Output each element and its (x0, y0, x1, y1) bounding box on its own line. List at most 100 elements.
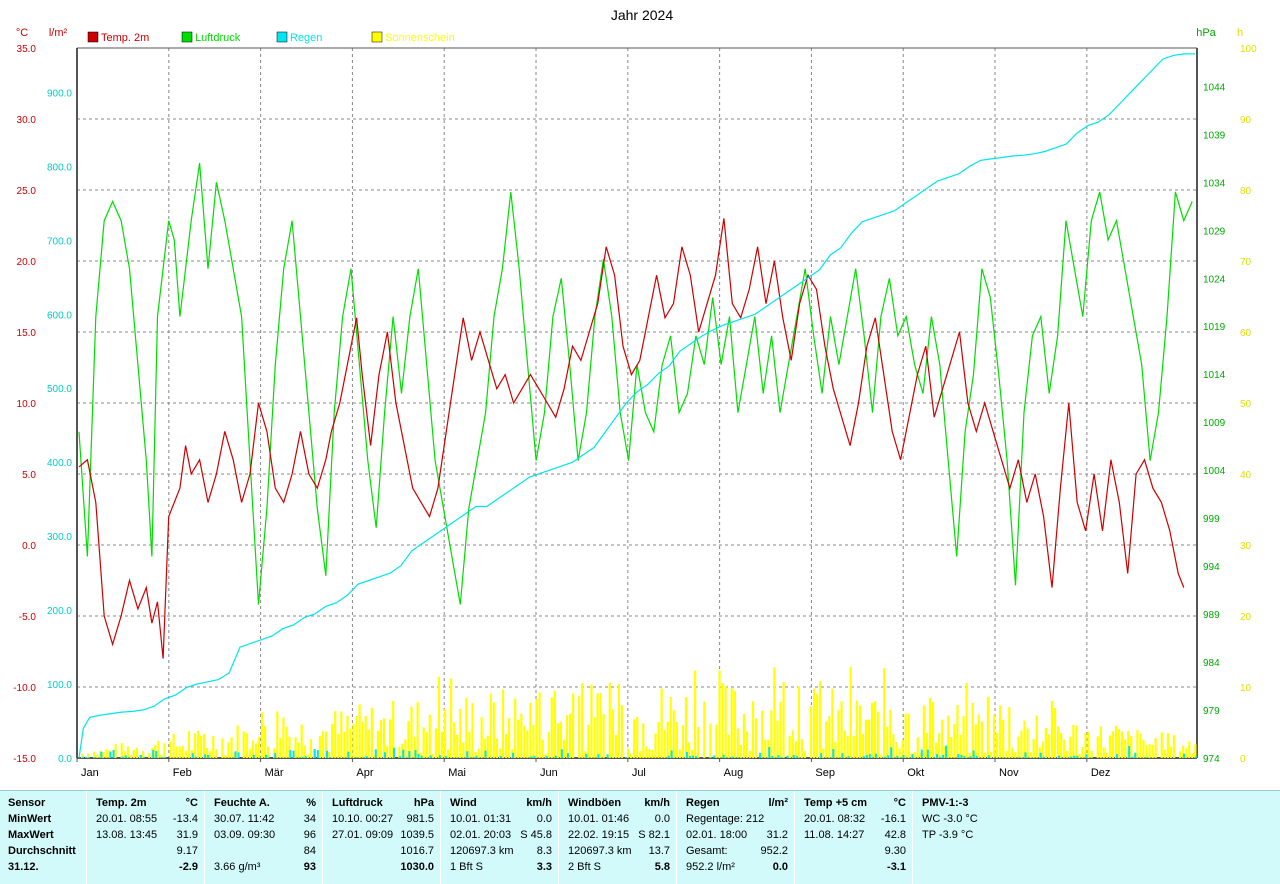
stats-row: Temp +5 cm°C (804, 795, 906, 811)
sun-bar (1088, 732, 1090, 758)
pressure-tick-label: 1019 (1203, 322, 1226, 333)
sun-bar (718, 671, 720, 758)
sun-bar (462, 742, 464, 758)
sun-bar (539, 692, 541, 758)
stats-label: 20.01. 08:55 (96, 811, 157, 827)
sun-bar (429, 715, 431, 758)
rain-bar (238, 752, 240, 758)
sun-bar (1072, 725, 1074, 758)
sun-bar (551, 697, 553, 758)
rain-bar (841, 753, 843, 758)
sun-bar (435, 729, 437, 758)
rain-bar (164, 757, 166, 758)
sun-bar (761, 711, 763, 758)
sun-bar (1084, 733, 1086, 758)
stats-label: 30.07. 11:42 (214, 811, 274, 827)
rain-bar (100, 752, 102, 758)
rain-bar (890, 747, 892, 758)
rain-bar (1131, 757, 1133, 758)
temp-tick-label: -5.0 (19, 612, 37, 623)
sun-bar (947, 716, 949, 758)
rain-bar (1070, 757, 1072, 758)
sun-bar (1036, 716, 1038, 758)
sun-bar (282, 718, 284, 758)
rain-bar (1134, 753, 1136, 758)
stats-value: -16.1 (881, 811, 906, 827)
sun-bar (301, 725, 303, 758)
sun-bar (596, 693, 598, 758)
rain-bar (1128, 746, 1130, 758)
stats-value: 34 (304, 811, 316, 827)
sun-bar (609, 683, 611, 758)
sun-bar (365, 716, 367, 758)
rain-bar (421, 756, 423, 758)
pressure-tick-label: 979 (1203, 706, 1220, 717)
sun-bar (1130, 736, 1132, 758)
rain-bar (399, 756, 401, 758)
sun-bar (417, 702, 419, 758)
rain-bar (826, 757, 828, 758)
month-label: Mär (265, 767, 284, 779)
sun-bar (438, 677, 440, 758)
rain-bar (692, 756, 694, 758)
stats-value: °C (894, 795, 906, 811)
rain-bar (393, 748, 395, 758)
stats-row: 1030.0 (332, 859, 434, 875)
sun-bar (279, 738, 281, 758)
rain-bar (143, 757, 145, 758)
sun-bar (432, 754, 434, 758)
sun-bar (1118, 729, 1120, 758)
sun-bar (764, 740, 766, 758)
sun-bar (468, 732, 470, 758)
sun-bar (587, 725, 589, 758)
stats-label: 120697.3 km (568, 843, 632, 859)
stats-label: 02.01. 18:00 (686, 827, 747, 843)
sun-bar (368, 730, 370, 758)
sun-bar (136, 748, 138, 758)
sun-bar (1054, 708, 1056, 758)
rain-bar (357, 757, 359, 758)
sun-bar (847, 736, 849, 758)
stats-label: 27.01. 09:09 (332, 827, 393, 843)
stats-label: Sensor (8, 795, 45, 811)
stats-value: S 45.8 (520, 827, 552, 843)
sun-bar (1033, 739, 1035, 758)
sun-bar (96, 755, 98, 758)
legend-label: Temp. 2m (101, 32, 149, 44)
rain-bar (466, 751, 468, 758)
temp-tick-label: 25.0 (17, 186, 37, 197)
sun-bar (340, 711, 342, 758)
rain-bar (988, 755, 990, 758)
sun-bar (862, 734, 864, 758)
sun-bar (972, 703, 974, 758)
rain-bar (780, 757, 782, 758)
sun-bar (1100, 726, 1102, 758)
sun-bar (1063, 740, 1065, 758)
rain-bar (533, 756, 535, 758)
stats-row: Temp. 2m°C (96, 795, 198, 811)
rain-bar (726, 757, 728, 758)
sun-bar (221, 738, 223, 758)
sun-bar (621, 705, 623, 758)
sun-bar (532, 725, 534, 758)
rain-bar (1195, 756, 1197, 758)
pressure-tick-label: 1034 (1203, 178, 1226, 189)
sun-bar (1030, 752, 1032, 758)
stats-value: -13.4 (173, 811, 198, 827)
stats-label: 120697.3 km (450, 843, 514, 859)
sun-bar (1060, 733, 1062, 758)
sun-bar (322, 731, 324, 758)
sun-bar (1191, 753, 1193, 758)
rain-bar (689, 756, 691, 758)
sun-bar (542, 740, 544, 758)
sun-bar (285, 727, 287, 758)
stats-value: km/h (644, 795, 670, 811)
rain-bar (668, 756, 670, 758)
sun-bar (1097, 736, 1099, 758)
sun-tick-label: 20 (1240, 612, 1252, 623)
